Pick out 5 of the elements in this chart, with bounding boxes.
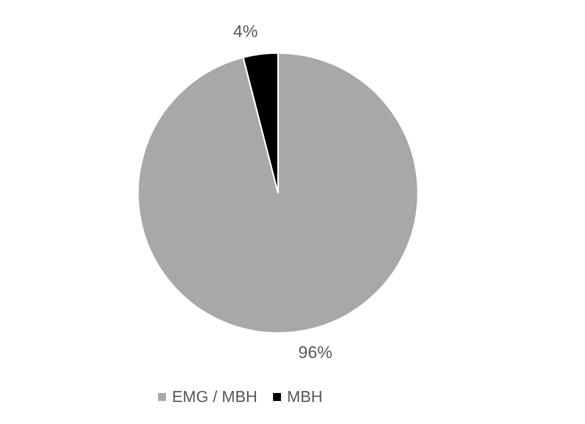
legend-label: EMG / MBH xyxy=(172,389,258,406)
data-label: 4% xyxy=(233,22,258,41)
data-label: 96% xyxy=(298,343,332,362)
legend-label: MBH xyxy=(287,389,323,406)
pie-slice xyxy=(137,52,419,334)
